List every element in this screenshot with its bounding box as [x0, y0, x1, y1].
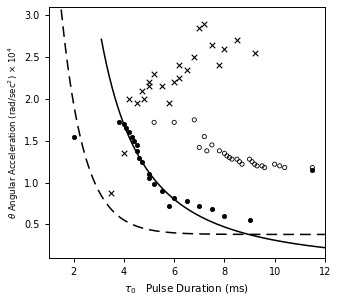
Point — [310, 168, 315, 172]
Point — [209, 42, 215, 47]
Point — [310, 165, 315, 170]
Point — [227, 155, 232, 160]
Point — [141, 97, 147, 102]
Point — [224, 153, 230, 158]
Point — [159, 188, 164, 193]
Point — [167, 101, 172, 105]
Point — [202, 134, 207, 139]
Point — [136, 155, 142, 160]
Point — [159, 84, 164, 89]
Point — [139, 88, 144, 93]
Point — [126, 130, 132, 135]
Point — [131, 138, 137, 143]
Point — [252, 51, 257, 55]
Point — [234, 38, 240, 43]
Point — [222, 46, 227, 51]
Point — [116, 120, 122, 125]
Point — [126, 97, 132, 102]
Point — [217, 63, 222, 68]
Point — [129, 134, 134, 139]
Point — [151, 72, 157, 76]
Point — [197, 145, 202, 150]
Point — [237, 159, 242, 164]
Point — [209, 207, 215, 212]
Point — [197, 25, 202, 30]
Point — [171, 195, 177, 200]
Point — [124, 126, 129, 131]
Point — [176, 76, 182, 81]
Point — [229, 157, 235, 161]
Point — [262, 165, 267, 170]
Point — [151, 182, 157, 187]
Point — [151, 120, 157, 125]
X-axis label: $\tau_0$   Pulse Duration (ms): $\tau_0$ Pulse Duration (ms) — [124, 282, 249, 296]
Point — [202, 21, 207, 26]
Point — [146, 80, 152, 85]
Point — [134, 142, 139, 147]
Point — [247, 157, 252, 161]
Point — [234, 157, 240, 161]
Point — [192, 118, 197, 122]
Point — [192, 55, 197, 60]
Point — [217, 148, 222, 153]
Point — [146, 172, 152, 177]
Point — [71, 134, 76, 139]
Point — [134, 101, 139, 105]
Point — [252, 162, 257, 167]
Point — [209, 142, 215, 147]
Point — [247, 218, 252, 223]
Point — [139, 159, 144, 164]
Point — [121, 122, 127, 126]
Point — [146, 84, 152, 89]
Point — [184, 198, 190, 203]
Point — [272, 162, 277, 167]
Point — [222, 151, 227, 156]
Point — [239, 162, 245, 167]
Y-axis label: $\theta$ Angular Acceleration (rad/sec$^2$) $\times$ 10$^4$: $\theta$ Angular Acceleration (rad/sec$^… — [7, 46, 21, 219]
Point — [249, 159, 255, 164]
Point — [146, 176, 152, 181]
Point — [121, 151, 127, 156]
Point — [167, 204, 172, 208]
Point — [197, 204, 202, 208]
Point — [134, 148, 139, 153]
Point — [282, 165, 287, 170]
Point — [204, 148, 210, 153]
Point — [176, 63, 182, 68]
Point — [222, 214, 227, 218]
Point — [277, 163, 282, 168]
Point — [184, 67, 190, 72]
Point — [171, 120, 177, 125]
Point — [259, 163, 265, 168]
Point — [109, 190, 114, 195]
Point — [171, 80, 177, 85]
Point — [255, 163, 260, 168]
